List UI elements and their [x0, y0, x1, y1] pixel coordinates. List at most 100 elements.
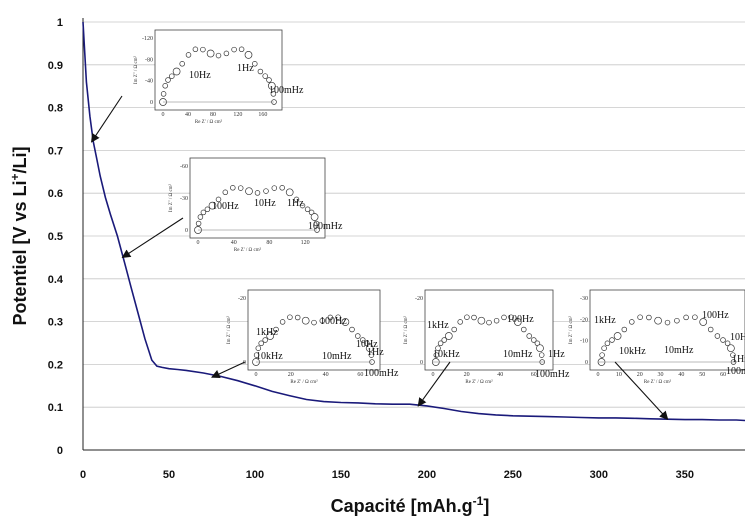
impedance-point: [238, 46, 245, 53]
impedance-point: [477, 316, 486, 325]
impedance-point: [637, 314, 643, 320]
frequency-label: 100Hz: [320, 316, 347, 327]
x-tick-label: 200: [418, 469, 436, 481]
impedance-point: [285, 188, 294, 197]
inset-x-tick: 40: [678, 372, 684, 378]
series-layer: [82, 21, 745, 422]
inset-pointer-arrow: [211, 361, 246, 378]
impedance-point: [263, 188, 269, 194]
impedance-point: [230, 185, 236, 191]
frequency-label: 100mHz: [726, 366, 745, 377]
y-tick-labels: 0 0.1 0.2 0.3 0.4 0.5 0.6 0.7 0.8 0.9 1: [48, 17, 64, 457]
impedance-point: [464, 314, 470, 320]
frequency-label: 100mHz: [308, 221, 343, 232]
impedance-point: [613, 332, 622, 340]
x-tick-label: 0: [80, 469, 86, 481]
inset-x-axis-label: Re Z' / Ω cm²: [195, 119, 223, 125]
impedance-point: [441, 337, 447, 343]
y-tick-label: 0.1: [48, 402, 63, 414]
x-tick-label: 300: [590, 469, 608, 481]
y-axis-title: Potentiel [V vs Li+/Li]: [8, 146, 30, 325]
frequency-label: 1kHz: [256, 327, 278, 338]
inset-frame: [589, 289, 745, 371]
frequency-label: 1Hz: [287, 198, 304, 209]
inset-y-tick: -20: [580, 317, 588, 323]
x-tick-label: 50: [163, 469, 175, 481]
impedance-inset: 10Hz 1Hz 100mHz 0 40 80 120 160 -120 -80 -40 0 Im Z'…: [133, 29, 304, 125]
impedance-point: [444, 332, 453, 340]
impedance-point: [222, 189, 229, 196]
impedance-point: [599, 352, 605, 358]
inset-y-tick: 0: [185, 228, 188, 234]
inset-y-tick: -30: [180, 196, 188, 202]
impedance-point: [714, 333, 721, 339]
frequency-label: 10mHz: [322, 351, 352, 362]
x-tick-label: 350: [676, 469, 694, 481]
frequency-label: 1Hz: [548, 349, 565, 360]
inset-y-axis-label: Im Z'' / Ω cm²: [568, 315, 574, 344]
axes: [82, 18, 745, 451]
frequency-label: 1Hz: [237, 63, 254, 74]
impedance-point: [451, 326, 457, 333]
frequency-label: 100mHz: [364, 368, 399, 379]
impedance-point: [179, 61, 185, 67]
inset-x-axis-label: Re Z' / Ω cm²: [290, 379, 318, 385]
impedance-point: [355, 333, 361, 339]
impedance-point: [368, 352, 375, 358]
impedance-point: [162, 83, 168, 89]
impedance-point: [664, 319, 671, 326]
impedance-point: [513, 318, 522, 326]
y-tick-label: 1: [57, 17, 63, 29]
y-tick-label: 0.4: [48, 274, 64, 286]
impedance-point: [526, 333, 532, 339]
impedance-point: [200, 209, 207, 216]
impedance-point: [683, 314, 689, 321]
frequency-label: 10kHz: [619, 346, 646, 357]
impedance-point: [727, 344, 735, 353]
impedance-point: [327, 314, 334, 321]
impedance-point: [299, 202, 306, 209]
inset-x-tick: 0: [597, 372, 600, 378]
impedance-point: [654, 316, 662, 325]
inset-y-tick: -80: [145, 57, 153, 63]
impedance-point: [262, 337, 268, 343]
inset-frame: [247, 289, 381, 371]
frequency-label: 10kHz: [433, 349, 460, 360]
impedance-point: [521, 326, 527, 333]
frequency-label: 10mHz: [664, 345, 694, 356]
inset-x-tick: 20: [464, 372, 470, 378]
inset-x-tick: 40: [185, 112, 191, 118]
impedance-point: [508, 314, 514, 320]
frequency-label: 100Hz: [212, 201, 239, 212]
impedance-point: [601, 345, 607, 351]
frequency-label: 1kHz: [594, 315, 616, 326]
impedance-point: [266, 332, 275, 340]
y-tick-label: 0.3: [48, 317, 63, 329]
impedance-point: [215, 52, 222, 59]
impedance-point: [279, 319, 286, 325]
impedance-point: [341, 318, 350, 326]
inset-x-tick: 160: [258, 112, 267, 118]
impedance-point: [160, 91, 167, 97]
impedance-point: [231, 46, 237, 53]
impedance-point: [604, 340, 611, 347]
inset-x-tick: 10: [616, 372, 622, 378]
impedance-point: [252, 61, 258, 67]
inset-y-tick: 0: [420, 360, 423, 366]
inset-x-tick: 0: [162, 112, 165, 118]
x-tick-label: 100: [246, 469, 264, 481]
inset-y-tick: 0: [585, 360, 588, 366]
inset-x-tick: 60: [357, 372, 363, 378]
impedance-point: [266, 77, 272, 83]
inset-x-tick: 120: [301, 240, 310, 246]
impedance-point: [185, 52, 192, 58]
inset-x-axis-label: Re Z' / Ω cm²: [234, 247, 262, 253]
impedance-point: [724, 340, 731, 347]
impedance-point: [271, 185, 278, 191]
frequency-label: 10mHz: [503, 349, 533, 360]
impedance-point: [304, 206, 311, 213]
impedance-inset: 1kHz 100Hz 10Hz 10kHz 10mHz 1Hz 100mHz 0 20 40 60 -…: [226, 289, 399, 385]
impedance-point: [493, 317, 500, 324]
inset-x-tick: 80: [266, 240, 272, 246]
